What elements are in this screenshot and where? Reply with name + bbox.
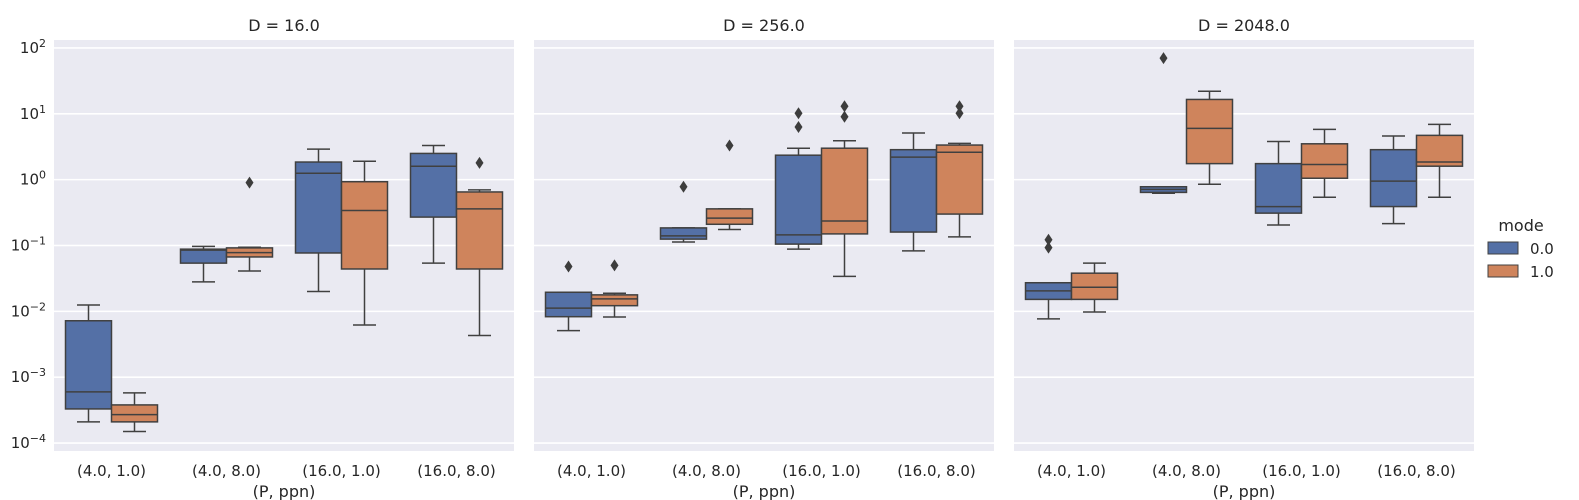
- y-tick-label: 101: [20, 102, 46, 123]
- x-axis-label: (P, ppn): [253, 482, 316, 500]
- y-tick-label: 102: [20, 36, 46, 57]
- y-tick-label: 10−3: [11, 366, 46, 387]
- x-tick-label: (4.0, 1.0): [557, 462, 626, 480]
- box-body: [1187, 99, 1233, 163]
- y-tick-label: 10−2: [11, 300, 46, 321]
- box-body: [592, 295, 638, 306]
- x-tick-label: (4.0, 1.0): [77, 462, 146, 480]
- x-tick-label: (16.0, 1.0): [1262, 462, 1341, 480]
- y-tick-label: 100: [20, 168, 46, 189]
- box-body: [661, 228, 707, 239]
- panel-title: D = 16.0: [248, 16, 320, 35]
- box-body: [1302, 144, 1348, 178]
- box-body: [112, 405, 158, 422]
- panel-title: D = 256.0: [723, 16, 805, 35]
- box-body: [66, 321, 112, 409]
- legend-swatch: [1488, 242, 1518, 254]
- y-tick-label: 10−4: [11, 432, 46, 453]
- y-tick-label: 10−1: [11, 234, 46, 255]
- legend: mode 0.0 1.0: [1488, 216, 1554, 281]
- x-tick-label: (16.0, 8.0): [417, 462, 496, 480]
- box-body: [1256, 164, 1302, 214]
- box-body: [776, 155, 822, 244]
- box-body: [1371, 150, 1417, 207]
- box-body: [546, 292, 592, 316]
- x-tick-label: (16.0, 8.0): [897, 462, 976, 480]
- x-tick-label: (4.0, 1.0): [1037, 462, 1106, 480]
- box-body: [296, 162, 342, 253]
- panel-title: D = 2048.0: [1198, 16, 1290, 35]
- legend-swatch: [1488, 265, 1518, 277]
- box-body: [342, 182, 388, 269]
- x-tick-label: (16.0, 1.0): [782, 462, 861, 480]
- box-mode-0: [66, 305, 112, 422]
- x-tick-label: (16.0, 8.0): [1377, 462, 1456, 480]
- panel-3: D = 2048.0 (4.0, 1.0) (4.0, 8.0) (16.0, 1.0…: [1014, 16, 1474, 500]
- box-body: [457, 192, 503, 269]
- box-body: [1072, 273, 1118, 299]
- box-body: [707, 209, 753, 224]
- x-tick-label: (16.0, 1.0): [302, 462, 381, 480]
- box-body: [937, 145, 983, 214]
- x-axis-label: (P, ppn): [1213, 482, 1276, 500]
- x-tick-label: (4.0, 8.0): [192, 462, 261, 480]
- legend-label: 0.0: [1530, 240, 1554, 258]
- panel-1: D = 16.0 (4.0, 1.0) (4.0, 8.0) (16.0, 1.0) (…: [54, 16, 514, 500]
- x-tick-label: (4.0, 8.0): [1152, 462, 1221, 480]
- x-tick-label: (4.0, 8.0): [672, 462, 741, 480]
- x-axis-label: (P, ppn): [733, 482, 796, 500]
- panel-2: D = 256.0 (4.0, 1.0) (4.0, 8.0) (16.0, 1.0)…: [534, 16, 994, 500]
- box-body: [891, 150, 937, 232]
- legend-title: mode: [1498, 216, 1543, 235]
- box-body: [411, 153, 457, 217]
- legend-label: 1.0: [1530, 263, 1554, 281]
- box-body: [181, 249, 227, 263]
